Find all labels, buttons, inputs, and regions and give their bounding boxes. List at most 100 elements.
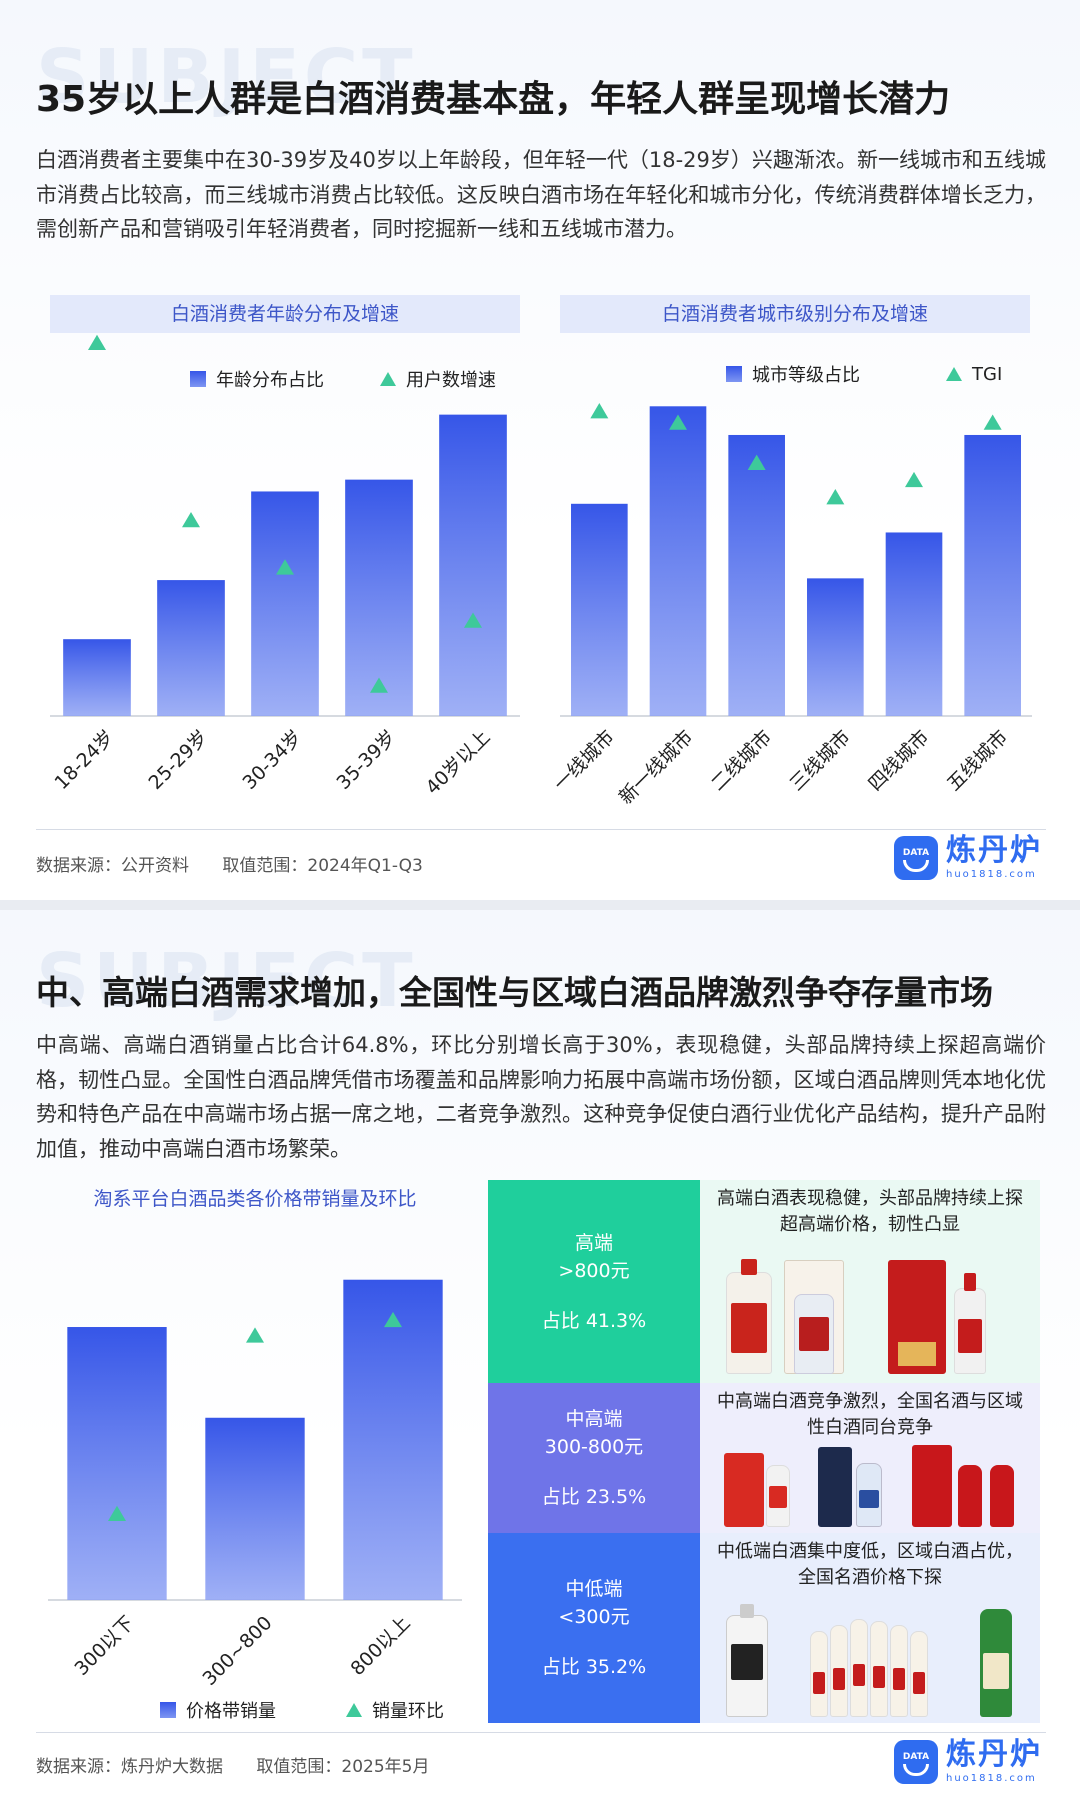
logo-badge-text: DATA [902, 848, 930, 858]
logo-name: 炼丹炉 [946, 833, 1042, 868]
marker [246, 1327, 264, 1343]
marker [370, 677, 388, 693]
bar [345, 479, 413, 716]
box-image [818, 1447, 852, 1527]
legend-triangle-icon [380, 372, 396, 386]
bar [571, 503, 628, 716]
bottle-images [700, 1593, 1040, 1723]
tier-range: 300-800元 [544, 1436, 644, 1458]
city-chart-title: 白酒消费者城市级别分布及增速 [560, 295, 1030, 333]
bar [964, 434, 1021, 716]
tier-high: 高端 >800元 占比 41.3% 高端白酒表现稳健，头部品牌持续上探超高端价格… [488, 1180, 1040, 1383]
price-chart: 300以下 300~800 800以上 [48, 1279, 462, 1690]
x-tick-label: 25-29岁 [144, 726, 212, 794]
tier-label: 中低端 <300元 占比 35.2% [488, 1533, 700, 1723]
bottle-image [870, 1621, 888, 1717]
bar [343, 1279, 443, 1600]
logo-name: 炼丹炉 [946, 1737, 1042, 1772]
bar [807, 578, 864, 716]
bar [728, 434, 785, 716]
tier-name: 高端 [574, 1231, 613, 1254]
legend-bar-label: 年龄分布占比 [216, 370, 324, 391]
legend-bar-label: 价格带销量 [186, 1701, 276, 1722]
marker [182, 512, 200, 528]
marker [108, 1505, 126, 1521]
tier-label: 高端 >800元 占比 41.3% [488, 1180, 700, 1383]
legend-bar-label: 城市等级占比 [752, 365, 860, 386]
footer-source-text: 数据来源：炼丹炉大数据 [36, 1757, 223, 1777]
box-image [912, 1445, 952, 1527]
x-tick-label: 18-24岁 [50, 726, 118, 794]
legend-triangle-icon [946, 367, 962, 381]
logo-badge-icon: DATA [894, 1740, 938, 1784]
bottle-image [766, 1465, 790, 1527]
legend-marker-label: 销量环比 [372, 1701, 444, 1722]
watermark: SUBJECT [36, 34, 417, 120]
logo-badge-icon: DATA [894, 836, 938, 880]
box-image [724, 1453, 764, 1527]
bar [251, 491, 319, 716]
tier-range: >800元 [558, 1259, 630, 1282]
footer-source: 数据来源：公开资料 取值范围：2024年Q1-Q3 [36, 851, 423, 876]
bottle-image [794, 1294, 834, 1374]
logo: DATA 炼丹炉 huo1818.com [894, 836, 1042, 880]
tier-range: <300元 [558, 1606, 630, 1628]
marker [747, 454, 766, 470]
x-tick-label: 四线城市 [864, 726, 933, 795]
marker [983, 414, 1002, 430]
section-paragraph: 中高端、高端白酒销量占比合计64.8%，环比分别增长高于30%，表现稳健，头部品… [36, 1033, 1046, 1161]
age-legend: 年龄分布占比 用户数增速 [190, 366, 496, 392]
tier-name: 中高端 [565, 1408, 623, 1430]
tier-share: 占比 23.5% [541, 1486, 647, 1508]
x-tick-label: 300以下 [70, 1612, 138, 1680]
bottle-image [980, 1609, 1012, 1717]
logo-badge-text: DATA [902, 1752, 930, 1762]
bottle-image [958, 1465, 982, 1527]
bottle-images [700, 1443, 1040, 1533]
bottle-image [726, 1604, 768, 1717]
footer-source-text: 数据来源：公开资料 [36, 856, 189, 876]
x-tick-label: 五线城市 [943, 726, 1012, 795]
tier-mid-low: 中低端 <300元 占比 35.2% 中低端白酒集中度低，区域白酒占优，全国名酒… [488, 1533, 1040, 1723]
marker [88, 334, 106, 351]
bottle-image [954, 1273, 986, 1374]
tier-share: 占比 35.2% [541, 1656, 647, 1678]
x-tick-label: 300~800 [198, 1612, 276, 1690]
bar [157, 580, 225, 716]
marker [905, 471, 923, 488]
x-tick-label: 三线城市 [786, 726, 855, 795]
x-tick-label: 40岁以上 [422, 726, 495, 799]
legend-triangle-icon [346, 1703, 362, 1717]
x-tick-label: 新一线城市 [615, 726, 698, 809]
panel-age-city: SUBJECT 35岁以上人群是白酒消费基本盘，年轻人群呈现增长潜力 白酒消费者… [0, 0, 1080, 900]
age-chart-title: 白酒消费者年龄分布及增速 [50, 295, 520, 333]
bottle-image [990, 1465, 1014, 1527]
tier-description: 中高端白酒竞争激烈，全国名酒与区域性白酒同台竞争 [717, 1391, 1023, 1438]
bar [439, 414, 507, 716]
bottle-image [810, 1631, 828, 1717]
logo-url: huo1818.com [946, 1773, 1037, 1784]
bottle-image [856, 1463, 882, 1527]
bottle-images [700, 1250, 1040, 1380]
section-title: 中、高端白酒需求增加，全国性与区域白酒品牌激烈争夺存量市场 [36, 973, 993, 1012]
bar [649, 406, 707, 716]
footer-source: 数据来源：炼丹炉大数据 取值范围：2025年5月 [36, 1752, 430, 1777]
bar [67, 1327, 167, 1600]
section-paragraph: 白酒消费者主要集中在30-39岁及40岁以上年龄段，但年轻一代（18-29岁）兴… [36, 148, 1046, 241]
price-chart-title: 淘系平台白酒品类各价格带销量及环比 [93, 1188, 417, 1210]
bottle-image [890, 1625, 908, 1717]
tier-name: 中低端 [565, 1578, 623, 1600]
price-legend: 价格带销量 销量环比 [160, 1697, 444, 1723]
panel-price-band: SUBJECT 中、高端白酒需求增加，全国性与区域白酒品牌激烈争夺存量市场 中高… [0, 910, 1080, 1806]
tier-mid-high: 中高端 300-800元 占比 23.5% 中高端白酒竞争激烈，全国名酒与区域性… [488, 1383, 1040, 1533]
city-legend: 城市等级占比 TGI [726, 361, 1002, 387]
marker [384, 1311, 402, 1328]
bottle-image [850, 1619, 868, 1717]
bar [63, 639, 131, 716]
watermark: SUBJECT [36, 938, 417, 1024]
x-tick-label: 35-39岁 [332, 726, 400, 794]
bar [885, 532, 943, 716]
marker [669, 414, 687, 430]
logo: DATA 炼丹炉 huo1818.com [894, 1740, 1042, 1784]
